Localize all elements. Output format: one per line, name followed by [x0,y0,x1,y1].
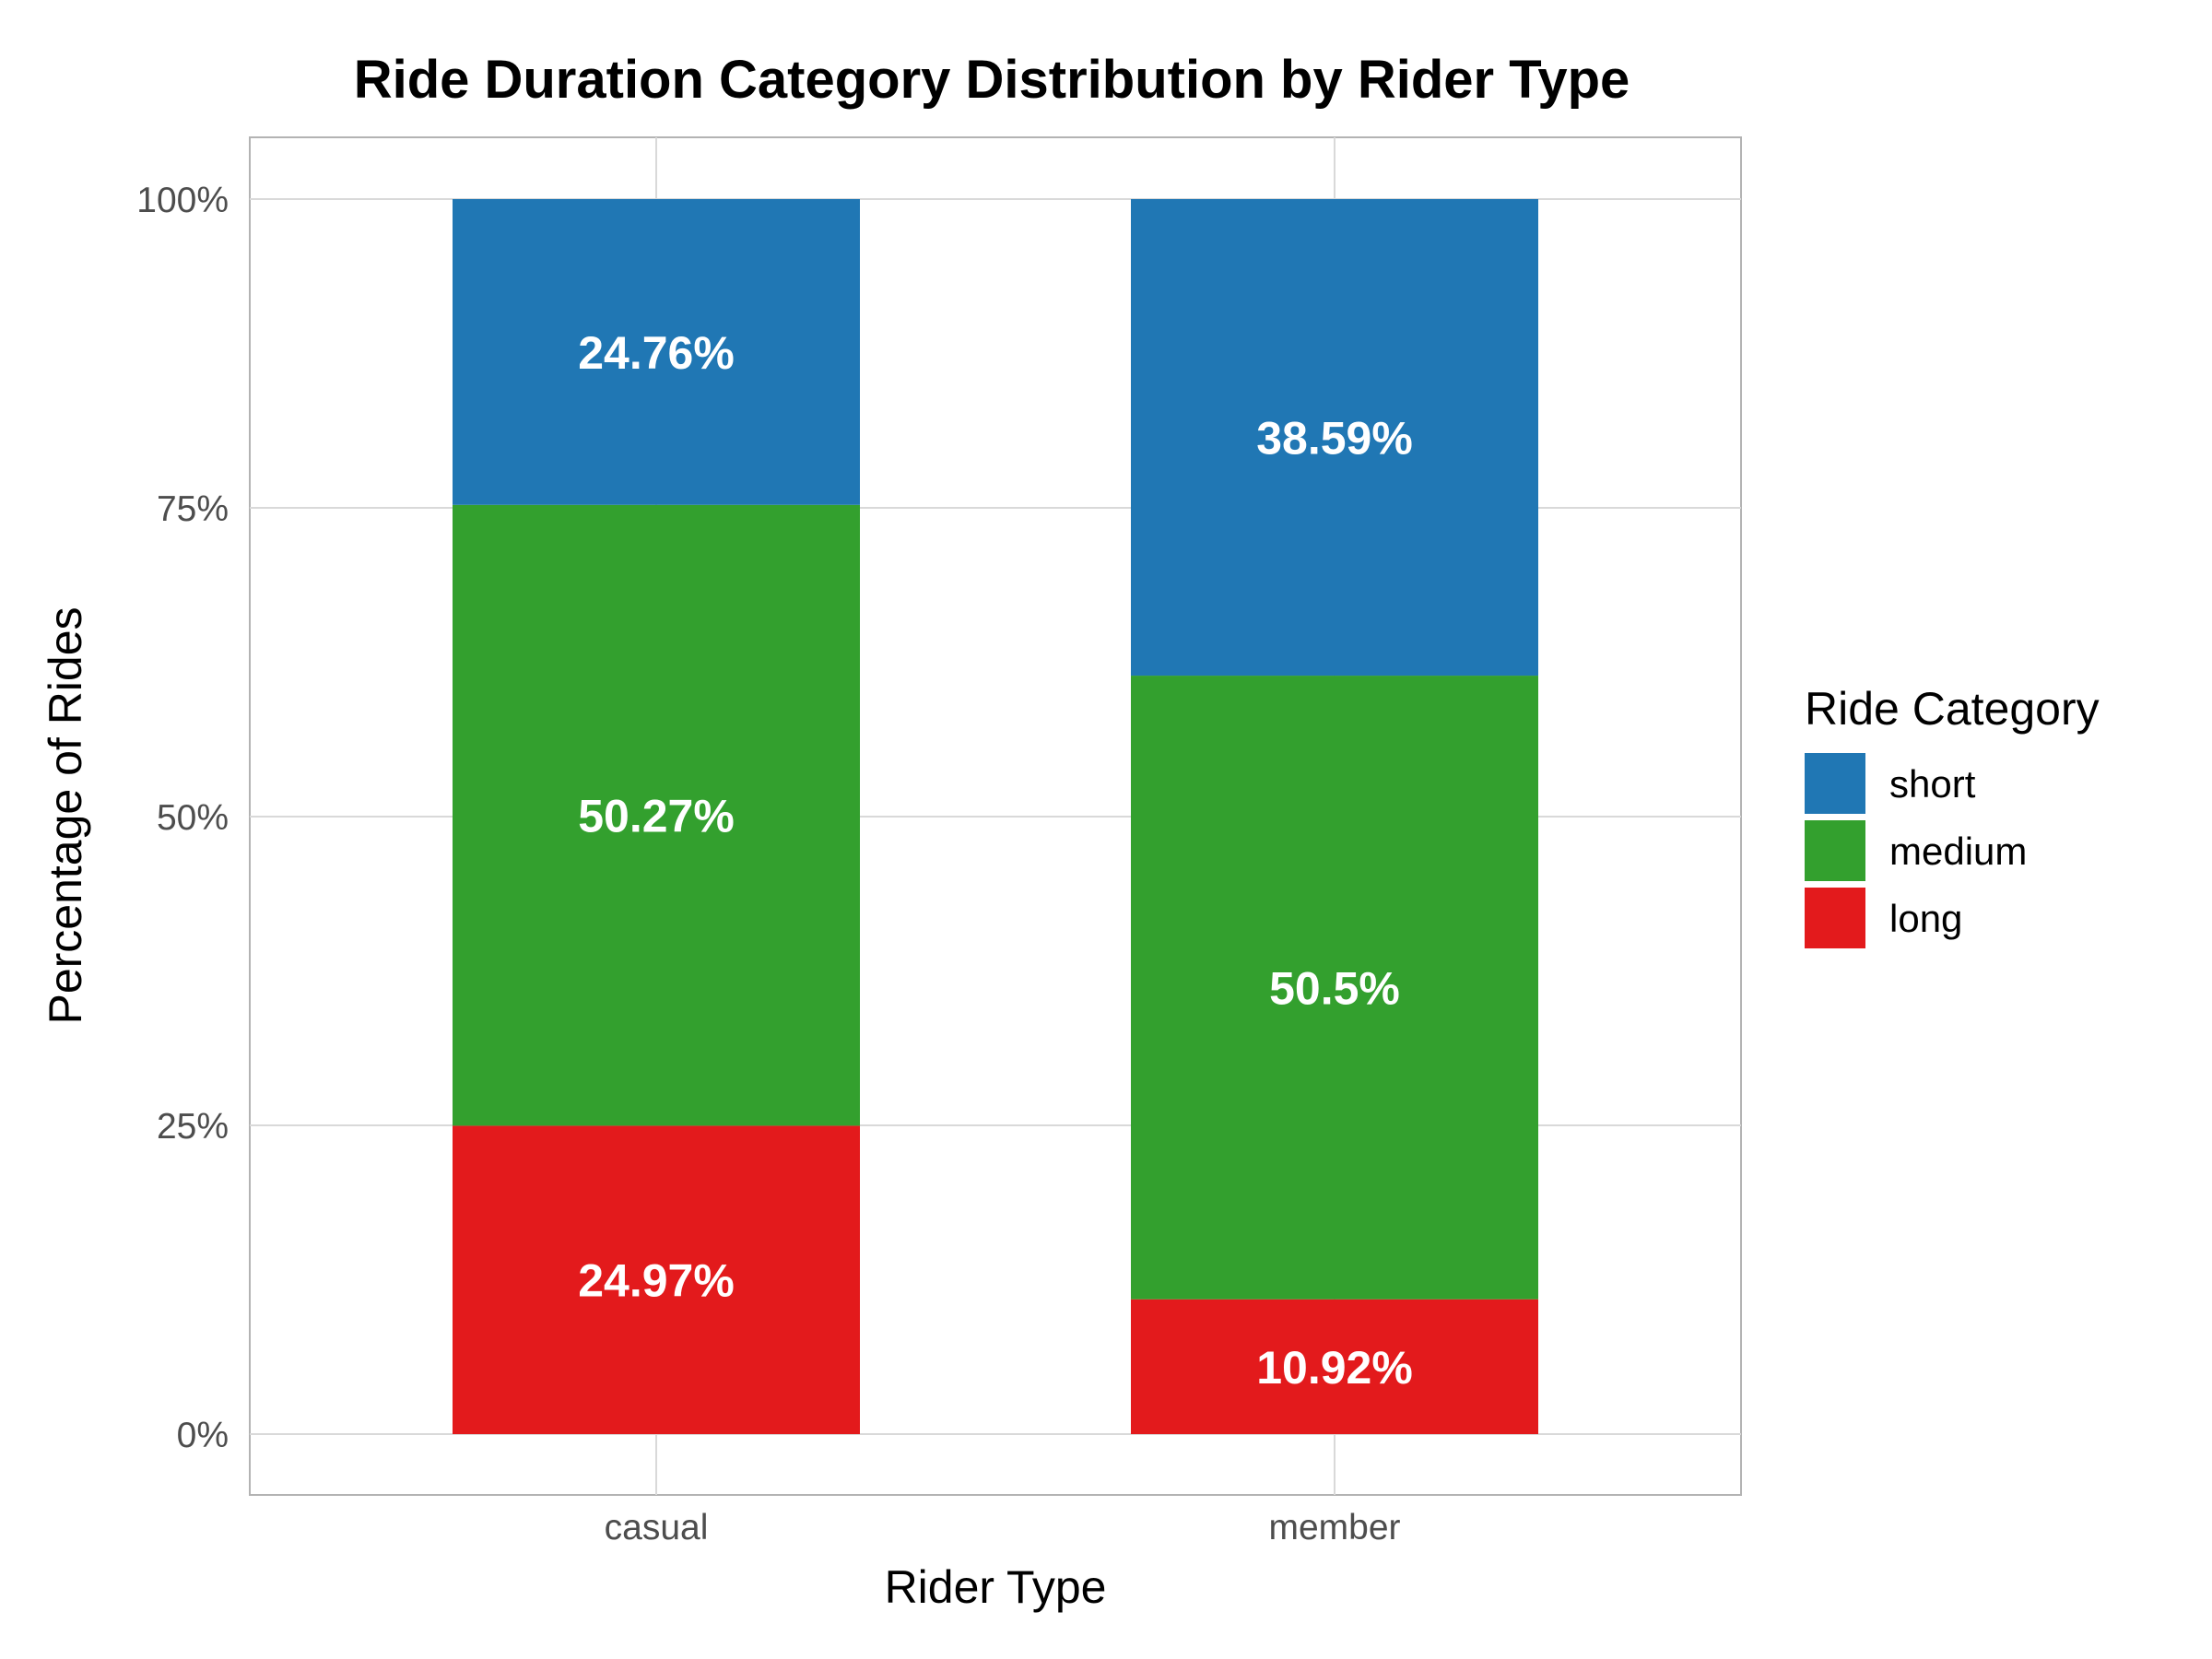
y-tick-label: 100% [136,181,229,220]
bar-segment-casual-long [453,1125,860,1434]
data-label-member-medium: 50.5% [1269,962,1400,1014]
bar-segment-member-medium [1131,676,1538,1300]
y-tick-label: 25% [157,1107,229,1147]
x-tick-label-member: member [1268,1508,1400,1547]
bars [453,199,1538,1434]
legend: Ride Category short medium long [1805,683,2100,948]
data-label-member-long: 10.92% [1256,1342,1413,1394]
legend-swatch-medium [1805,820,1865,881]
legend-items: short medium long [1805,753,2027,948]
legend-label-medium: medium [1889,830,2027,873]
bar-segment-member-short [1131,199,1538,677]
legend-title: Ride Category [1805,683,2100,735]
bar-segment-casual-medium [453,504,860,1126]
data-label-casual-short: 24.76% [578,327,735,379]
data-labels: 24.97% 50.27% 24.76% 10.92% 50.5% 38.59% [578,327,1413,1394]
y-axis-title: Percentage of Rides [40,606,91,1024]
chart-title: Ride Duration Category Distribution by R… [354,50,1630,110]
x-axis-title: Rider Type [885,1561,1107,1613]
bar-segment-member-long [1131,1299,1538,1434]
legend-swatch-long [1805,888,1865,948]
x-tick-label-casual: casual [605,1508,709,1547]
x-axis-ticks: casual member [605,1508,1401,1547]
bar-segment-casual-short [453,199,860,505]
data-label-member-short: 38.59% [1256,413,1413,465]
y-tick-label: 75% [157,489,229,529]
y-axis-ticks: 0% 25% 50% 75% 100% [136,181,229,1455]
legend-label-long: long [1889,897,1962,940]
legend-label-short: short [1889,762,1976,806]
legend-swatch-short [1805,753,1865,814]
y-tick-label: 0% [177,1416,229,1455]
y-tick-label: 50% [157,798,229,838]
data-label-casual-medium: 50.27% [578,791,735,842]
data-label-casual-long: 24.97% [578,1255,735,1307]
